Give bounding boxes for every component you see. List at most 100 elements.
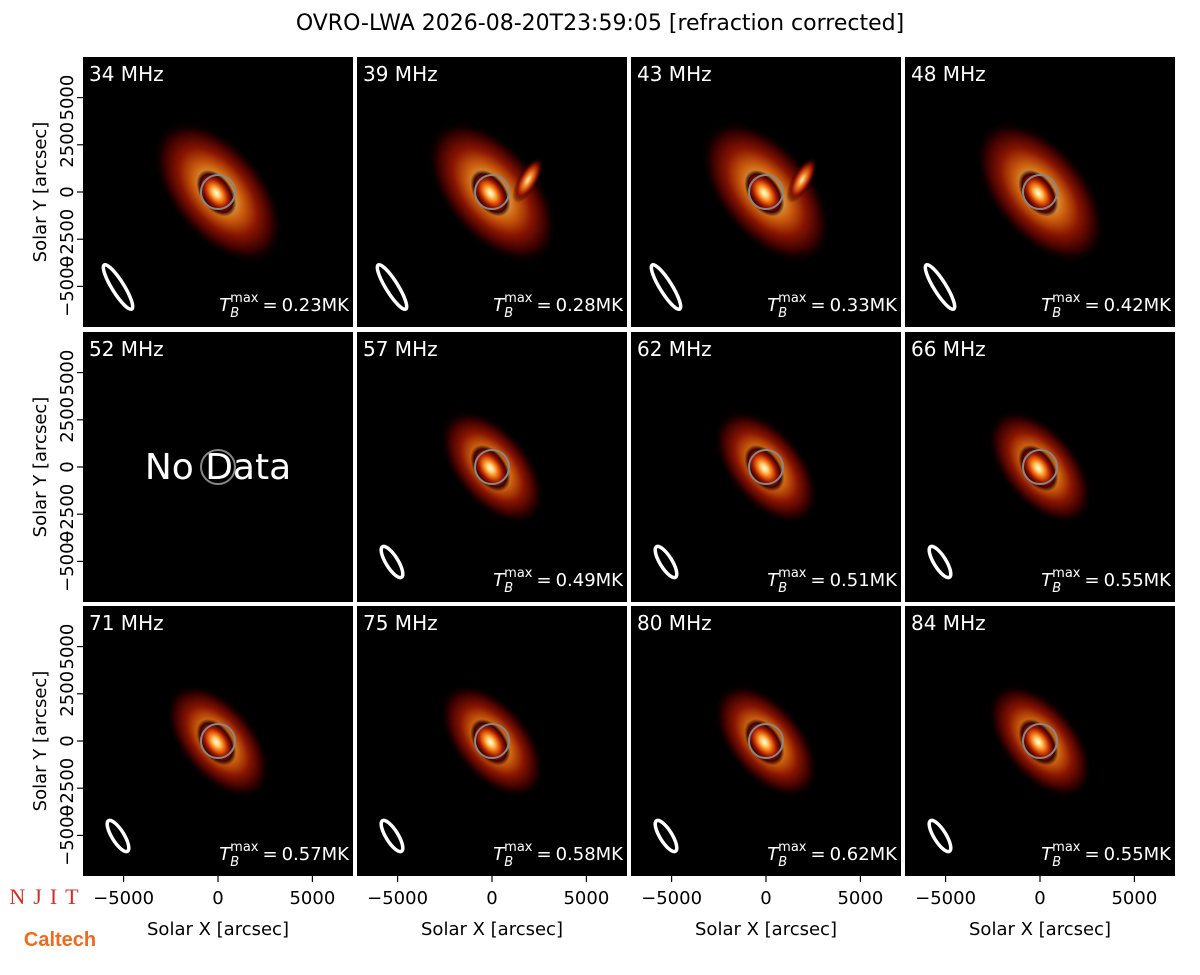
- y-tick-label: −2500: [57, 758, 78, 819]
- tmax-sup: max: [504, 840, 533, 855]
- tmax-sup: max: [778, 566, 807, 581]
- frequency-label: 75 MHz: [363, 611, 438, 635]
- beam: [653, 544, 679, 580]
- tmax-sub: B: [778, 581, 787, 596]
- tmax-sup: max: [1052, 566, 1081, 581]
- tmax-value: 0.62MK: [830, 844, 899, 865]
- x-tick-label: −5000: [915, 888, 976, 909]
- frequency-label: 80 MHz: [637, 611, 712, 635]
- x-tick-label: 5000: [1111, 888, 1157, 909]
- tmax-eq: =: [1084, 570, 1099, 591]
- tmax-base: T: [1041, 844, 1054, 865]
- tmax-eq: =: [536, 570, 551, 591]
- tmax-sup: max: [504, 566, 533, 581]
- tmax-sub: B: [778, 306, 787, 321]
- tmax-base: T: [1041, 570, 1054, 591]
- beam: [375, 262, 409, 312]
- panel: TBmax = 0.49MK 57 MHz: [357, 332, 627, 602]
- tmax-label: TBmax = 0.55MK: [1041, 566, 1172, 596]
- solar-disk: [474, 723, 510, 759]
- y-tick-label: −5000: [57, 805, 78, 866]
- tmax-sub: B: [504, 855, 513, 870]
- x-axis-label: Solar X [arcsec]: [147, 919, 289, 940]
- tmax-value: 0.51MK: [830, 570, 899, 591]
- image-background: [83, 332, 353, 602]
- y-tick-label: 0: [57, 735, 78, 746]
- x-tick-label: 0: [486, 888, 497, 909]
- panel: TBmax = 0.57MK 71 MHz: [83, 606, 353, 876]
- x-tick-label: −5000: [367, 888, 428, 909]
- tmax-label: TBmax = 0.28MK: [493, 291, 624, 321]
- beam: [105, 818, 131, 854]
- tmax-base: T: [493, 570, 506, 591]
- tmax-sub: B: [230, 306, 239, 321]
- tmax-sup: max: [778, 291, 807, 306]
- frequency-label: 62 MHz: [637, 337, 712, 361]
- y-tick-label: 2500: [57, 671, 78, 717]
- x-axis-label: Solar X [arcsec]: [421, 919, 563, 940]
- tmax-sup: max: [504, 291, 533, 306]
- tmax-base: T: [493, 844, 506, 865]
- frequency-label: 43 MHz: [637, 62, 712, 86]
- panel: TBmax = 0.55MK 84 MHz: [905, 606, 1175, 876]
- beam: [649, 262, 683, 312]
- solar-disk: [1022, 174, 1058, 210]
- tmax-sup: max: [778, 840, 807, 855]
- tmax-base: T: [1041, 295, 1054, 316]
- logo-njit: NJIT: [9, 884, 86, 909]
- x-axis-label: Solar X [arcsec]: [969, 919, 1111, 940]
- tmax-value: 0.55MK: [1104, 570, 1173, 591]
- frequency-label: 66 MHz: [911, 337, 986, 361]
- tmax-eq: =: [1084, 844, 1099, 865]
- panel: TBmax = 0.62MK 80 MHz: [631, 606, 901, 876]
- tmax-sup: max: [1052, 291, 1081, 306]
- tmax-value: 0.58MK: [556, 844, 625, 865]
- x-tick-label: 0: [760, 888, 771, 909]
- panel: TBmax = 0.33MK 43 MHz: [631, 57, 901, 327]
- frequency-label: 39 MHz: [363, 62, 438, 86]
- y-tick-label: 0: [57, 186, 78, 197]
- y-tick-label: −5000: [57, 531, 78, 592]
- y-tick-label: 2500: [57, 122, 78, 168]
- x-tick-label: −5000: [93, 888, 154, 909]
- panel: TBmax = 0.55MK 66 MHz: [905, 332, 1175, 602]
- panel: No Data 52 MHz: [83, 332, 353, 602]
- tmax-value: 0.49MK: [556, 570, 625, 591]
- tmax-sub: B: [504, 581, 513, 596]
- y-tick-label: 5000: [57, 624, 78, 670]
- tmax-eq: =: [536, 844, 551, 865]
- tmax-base: T: [493, 295, 506, 316]
- panel: TBmax = 0.58MK 75 MHz: [357, 606, 627, 876]
- tmax-base: T: [219, 295, 232, 316]
- y-tick-label: 5000: [57, 350, 78, 396]
- tmax-value: 0.55MK: [1104, 844, 1173, 865]
- tmax-label: TBmax = 0.55MK: [1041, 840, 1172, 870]
- panel: TBmax = 0.23MK 34 MHz: [83, 57, 353, 327]
- panel: TBmax = 0.28MK 39 MHz: [357, 57, 627, 327]
- beam: [923, 262, 957, 312]
- tmax-sup: max: [230, 840, 259, 855]
- solar-disk: [200, 723, 236, 759]
- emission-secondary: [786, 156, 818, 204]
- beam: [379, 544, 405, 580]
- tmax-value: 0.28MK: [556, 295, 625, 316]
- x-tick-label: 0: [212, 888, 223, 909]
- tmax-label: TBmax = 0.49MK: [493, 566, 624, 596]
- y-tick-label: −5000: [57, 256, 78, 317]
- tmax-sup: max: [230, 291, 259, 306]
- x-tick-label: 5000: [563, 888, 609, 909]
- beam: [927, 818, 953, 854]
- x-tick-label: −5000: [641, 888, 702, 909]
- x-tick-label: 0: [1034, 888, 1045, 909]
- panel: TBmax = 0.42MK 48 MHz: [905, 57, 1175, 327]
- beam: [653, 818, 679, 854]
- beam: [101, 262, 135, 312]
- beam: [379, 818, 405, 854]
- tmax-label: TBmax = 0.51MK: [767, 566, 898, 596]
- beam: [927, 544, 953, 580]
- x-tick-label: 5000: [837, 888, 883, 909]
- solar-disk: [474, 174, 510, 210]
- solar-disk: [200, 174, 236, 210]
- tmax-label: TBmax = 0.58MK: [493, 840, 624, 870]
- tmax-value: 0.42MK: [1104, 295, 1173, 316]
